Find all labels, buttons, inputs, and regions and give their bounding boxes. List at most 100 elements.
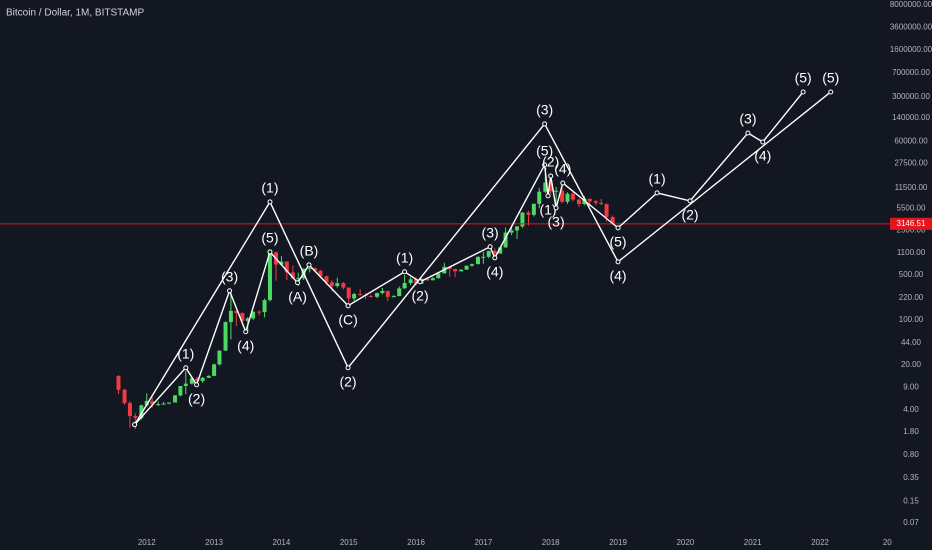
candle-body <box>156 404 161 406</box>
candle-body <box>385 290 390 297</box>
wave-point <box>542 162 548 168</box>
candle-body <box>368 296 373 298</box>
wave-point <box>243 329 249 335</box>
wave-point <box>402 269 408 275</box>
wave-label: (3) <box>739 111 756 127</box>
wave-point <box>548 173 554 179</box>
candle-body <box>284 261 289 273</box>
x-tick-label: 2013 <box>205 538 223 547</box>
wave-label: (C) <box>338 311 357 327</box>
candle-body <box>324 276 329 283</box>
candle-body <box>526 212 531 215</box>
y-tick-label: 1100.00 <box>897 248 926 257</box>
candle-body <box>234 310 239 313</box>
wave-point <box>687 198 693 204</box>
wave-label: (2) <box>412 287 429 303</box>
wave-point <box>295 280 301 286</box>
candle-body <box>352 294 357 299</box>
y-tick-label: 300000.00 <box>892 92 930 101</box>
y-tick-label: 4.00 <box>903 405 919 414</box>
candle-body <box>486 250 491 257</box>
wave-line <box>134 91 832 426</box>
candle-body <box>307 268 312 270</box>
wave-point <box>267 249 273 255</box>
candle-body <box>554 190 559 192</box>
y-tick-label: 100.00 <box>899 315 924 324</box>
y-tick-label: 0.15 <box>903 497 919 506</box>
y-tick-label: 9.00 <box>903 382 919 391</box>
wave-label: (2) <box>339 373 356 389</box>
candle-body <box>195 378 200 382</box>
candle-body <box>228 310 233 323</box>
wave-point <box>545 193 551 199</box>
candle-body <box>425 278 430 281</box>
candle-body <box>178 385 183 396</box>
candle-body <box>520 212 525 227</box>
candle-body <box>599 203 604 205</box>
wave-label: (5) <box>822 70 839 86</box>
wave-point <box>267 199 273 205</box>
x-tick-label: 2014 <box>273 538 291 547</box>
wave-label: (1) <box>539 202 556 218</box>
wave-label: (1) <box>261 180 278 196</box>
candle-body <box>257 311 262 313</box>
candle-body <box>183 383 188 386</box>
wave-label: (3) <box>536 102 553 118</box>
x-tick-label: 2016 <box>407 538 425 547</box>
wave-label: (4) <box>754 148 771 164</box>
y-tick-label: 60000.00 <box>894 137 928 146</box>
candle-body <box>509 230 514 233</box>
candle-body <box>318 270 323 277</box>
candle-body <box>206 375 211 378</box>
y-tick-label: 220.00 <box>899 293 924 302</box>
y-tick-label: 0.35 <box>903 473 919 482</box>
y-tick-label: 140000.00 <box>892 113 930 122</box>
candle-body <box>139 405 144 418</box>
y-tick-label: 0.07 <box>903 518 919 527</box>
wave-label: (1) <box>396 249 413 265</box>
wave-point <box>560 180 566 186</box>
y-tick-label: 27500.00 <box>894 158 928 167</box>
x-tick-label: 2021 <box>744 538 762 547</box>
wave-label: (5) <box>536 143 553 159</box>
candle-body <box>358 294 363 296</box>
wave-label: (B) <box>300 243 319 259</box>
candle-body <box>166 402 171 404</box>
candle-body <box>503 232 508 248</box>
candle-body <box>593 201 598 204</box>
wave-point <box>417 279 423 285</box>
wave-point <box>654 190 660 196</box>
candle-body <box>402 283 407 289</box>
candle-body <box>380 290 385 294</box>
candle-body <box>576 199 581 205</box>
candle-body <box>587 198 592 202</box>
wave-label: (3) <box>482 225 499 241</box>
candle-body <box>133 416 138 418</box>
candle-body <box>453 268 458 272</box>
candle-body <box>548 182 553 192</box>
candle-body <box>531 203 536 215</box>
y-tick-label: 5500.00 <box>897 203 926 212</box>
candle-body <box>481 256 486 258</box>
wave-line <box>134 91 804 426</box>
candle-body <box>414 279 419 284</box>
wave-label: (1) <box>177 345 194 361</box>
y-tick-label: 700000.00 <box>892 68 930 77</box>
wave-label: (5) <box>261 230 278 246</box>
wave-point <box>615 225 621 231</box>
wave-point <box>492 255 498 261</box>
wave-label: (2) <box>542 154 559 170</box>
x-tick-label: 2017 <box>474 538 492 547</box>
candle-body <box>397 288 402 297</box>
candle-body <box>127 403 132 417</box>
candle-body <box>144 400 149 406</box>
wave-point <box>306 262 312 268</box>
candle-body <box>515 226 520 231</box>
wave-point <box>800 89 806 95</box>
candle-body <box>150 400 155 405</box>
y-tick-label: 11500.00 <box>895 183 928 192</box>
wave-point <box>542 121 548 127</box>
candle-body <box>262 300 267 313</box>
